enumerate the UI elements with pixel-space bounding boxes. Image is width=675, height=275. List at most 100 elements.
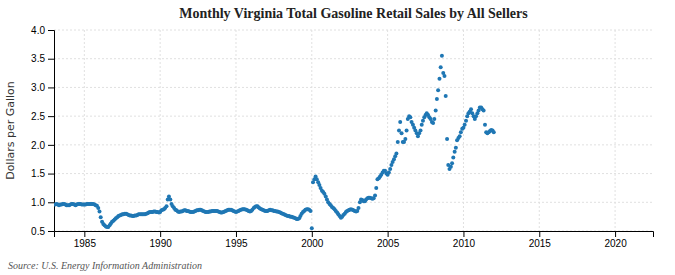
tick: 2.0	[31, 140, 54, 151]
point	[463, 123, 467, 127]
point	[99, 215, 103, 219]
point	[444, 94, 448, 98]
point	[442, 74, 446, 78]
point	[168, 197, 172, 201]
grid-line	[54, 202, 653, 203]
grid-line	[54, 116, 653, 117]
grid-line	[54, 144, 653, 145]
point	[310, 226, 314, 230]
point	[459, 130, 463, 134]
tick-mark	[463, 231, 464, 237]
grid-line	[615, 30, 616, 231]
point	[440, 54, 444, 58]
point	[434, 108, 438, 112]
grid	[54, 30, 653, 231]
tick-mark	[615, 231, 616, 237]
tick: 1.5	[31, 168, 54, 179]
point	[403, 137, 407, 141]
point	[492, 130, 496, 134]
tick: 1985	[74, 231, 97, 249]
point	[469, 107, 473, 111]
y-axis: 0.5 1.0 1.5 2.0 2.5 3.0 3.5 4.0	[31, 25, 54, 237]
grid-line	[160, 30, 161, 231]
point	[398, 120, 402, 124]
marks	[54, 54, 496, 230]
axis-line	[55, 232, 654, 238]
point	[439, 65, 443, 69]
point	[396, 140, 400, 144]
point	[373, 193, 377, 197]
tick: 2020	[604, 231, 627, 249]
grid-line	[84, 30, 85, 231]
tick-label: 3.0	[31, 82, 45, 93]
point	[405, 129, 409, 133]
tick-label: 0.5	[31, 226, 45, 237]
point	[458, 134, 462, 138]
tick: 1995	[225, 231, 248, 249]
tick-label: 1.0	[31, 197, 45, 208]
point	[449, 165, 453, 169]
tick-mark	[48, 116, 54, 117]
tick-mark	[84, 231, 85, 237]
tick-label: 2.0	[31, 140, 45, 151]
tick-mark	[160, 231, 161, 237]
point	[483, 123, 487, 127]
title: Monthly Virginia Total Gasoline Retail S…	[179, 6, 528, 21]
point	[464, 119, 468, 123]
grid-line	[235, 30, 236, 231]
point	[432, 117, 436, 121]
tick-label: 1995	[225, 238, 248, 249]
point	[374, 186, 378, 190]
grid-line	[54, 58, 653, 59]
point	[451, 155, 455, 159]
tick-mark	[48, 30, 54, 31]
point	[419, 129, 423, 133]
tick-mark	[48, 59, 54, 60]
tick-mark	[48, 202, 54, 203]
point	[400, 131, 404, 135]
point	[431, 121, 435, 125]
tick-label: 2.5	[31, 111, 45, 122]
point	[357, 206, 361, 210]
tick-label: 2010	[453, 238, 476, 249]
grid-line	[54, 173, 653, 174]
point	[437, 77, 441, 81]
tick: 0.5	[31, 226, 54, 237]
tick: 1990	[150, 231, 173, 249]
tick-label: 4.0	[31, 25, 45, 36]
tick-label: 2000	[301, 238, 324, 249]
tick: 1.0	[31, 197, 54, 208]
tick-mark	[539, 231, 540, 237]
point	[408, 115, 412, 119]
point	[435, 97, 439, 101]
tick: 2.5	[31, 111, 54, 122]
tick-mark	[48, 174, 54, 175]
point	[97, 209, 101, 213]
axis-line	[48, 31, 55, 232]
tick-label: 3.5	[31, 53, 45, 64]
point	[482, 108, 486, 112]
y-axis-title: Dollars per Gallon	[4, 81, 17, 180]
tick: 2010	[453, 231, 476, 249]
chart: 198519901995200020052010201520200.51.01.…	[0, 0, 675, 275]
tick: 3.0	[31, 82, 54, 93]
tick-label: 2020	[604, 238, 627, 249]
grid-line	[54, 30, 653, 31]
tick: 3.5	[31, 53, 54, 64]
tick-label: 1985	[74, 238, 97, 249]
point	[388, 167, 392, 171]
point	[394, 151, 398, 155]
x-axis: 19851990199520002005201020152020	[55, 231, 654, 249]
point	[445, 137, 449, 141]
grid-line	[539, 30, 540, 231]
tick-mark	[388, 231, 389, 237]
point	[421, 119, 425, 123]
plot-area: 198519901995200020052010201520200.51.01.…	[31, 25, 653, 249]
point	[165, 204, 169, 208]
point	[453, 150, 457, 154]
tick-label: 1.5	[31, 168, 45, 179]
point	[420, 123, 424, 127]
tick: 2015	[529, 231, 552, 249]
annotation: Source: U.S. Energy Information Administ…	[8, 260, 202, 271]
point	[387, 170, 391, 174]
